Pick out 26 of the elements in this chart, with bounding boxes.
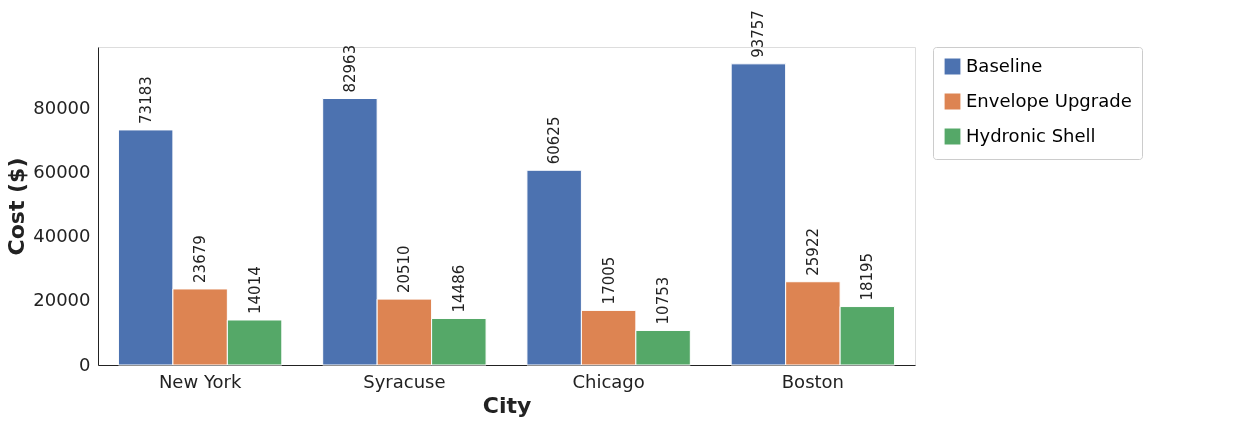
data-label: 14014 <box>245 266 264 314</box>
x-tick-label: Boston <box>781 370 844 392</box>
x-tick-label: Chicago <box>572 370 645 392</box>
data-label: 14486 <box>449 264 468 313</box>
y-tick-label: 40000 <box>33 225 91 247</box>
y-axis-title: Cost ($) <box>4 157 30 256</box>
data-label: 10753 <box>654 276 673 325</box>
y-tick-label: 60000 <box>33 160 91 182</box>
data-label: 73183 <box>136 76 155 124</box>
data-label: 20510 <box>395 245 414 294</box>
x-tick-label: New York <box>158 370 242 392</box>
data-label: 18195 <box>858 252 877 301</box>
y-tick-label: 0 <box>79 353 91 375</box>
data-label: 93757 <box>749 10 768 58</box>
y-tick-label: 80000 <box>33 96 91 118</box>
data-label: 25922 <box>803 228 822 276</box>
data-label: 82963 <box>340 44 359 93</box>
x-axis-title: City <box>482 392 532 418</box>
x-tick-label: Syracuse <box>363 370 446 392</box>
legend-label: Baseline <box>966 54 1043 76</box>
data-label: 23679 <box>191 235 210 283</box>
data-label: 17005 <box>599 256 618 305</box>
data-label: 60625 <box>545 116 564 165</box>
legend-label: Envelope Upgrade <box>966 89 1132 111</box>
y-tick-label: 20000 <box>33 289 91 311</box>
legend-label: Hydronic Shell <box>966 124 1096 146</box>
